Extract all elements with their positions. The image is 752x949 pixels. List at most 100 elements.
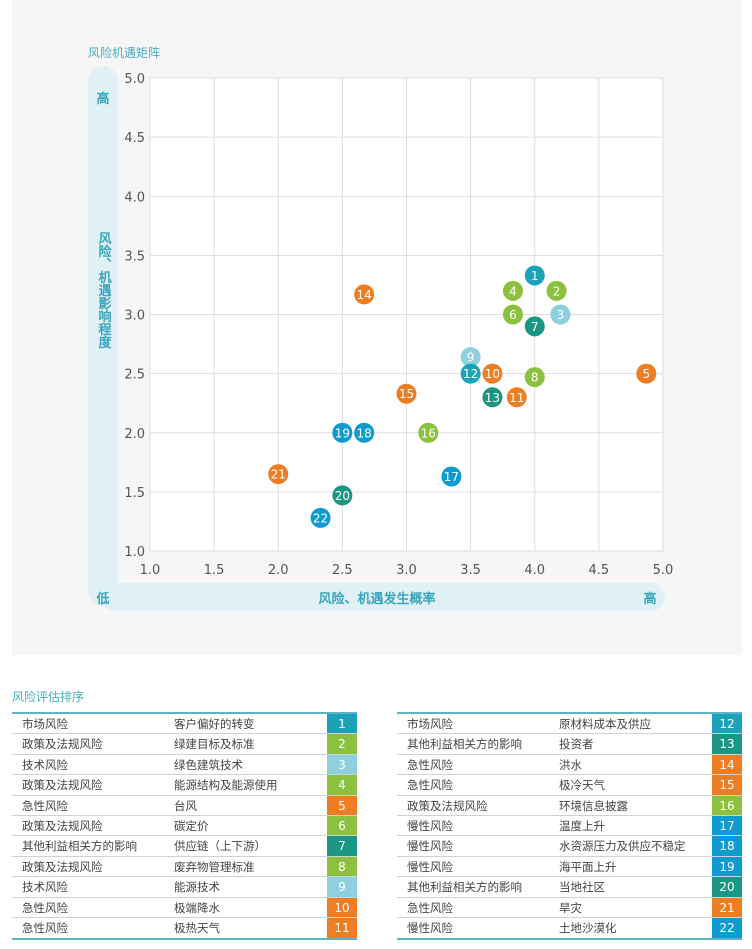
table-row: 其他利益相关方的影响 投资者 13: [397, 734, 742, 755]
risk-category: 政策及法规风险: [407, 798, 488, 813]
risk-number-badge: 20: [712, 877, 742, 897]
risk-number-badge: 16: [712, 795, 742, 815]
risk-item: 绿色建筑技术: [174, 757, 243, 772]
point-marker: [482, 387, 503, 408]
table-row: 政策及法规风险 环境信息披露 16: [397, 795, 742, 816]
risk-item: 土地沙漠化: [559, 920, 617, 935]
risk-category: 急性风险: [22, 900, 68, 915]
point-marker: [550, 304, 571, 325]
risk-item: 水资源压力及供应不稳定: [559, 839, 686, 854]
risk-number-badge: 11: [327, 917, 357, 939]
risk-item: 环境信息披露: [559, 798, 628, 813]
point-label: 6: [509, 308, 517, 322]
point-label: 19: [335, 426, 350, 440]
risk-category: 市场风险: [407, 717, 453, 731]
table-row: 急性风险 极冷天气 15: [397, 775, 742, 796]
point-label: 11: [509, 391, 524, 405]
x-tick-label: 1.5: [204, 563, 225, 578]
table-row: 慢性风险 水资源压力及供应不稳定 18: [397, 836, 742, 857]
risk-number-badge: 6: [327, 815, 357, 836]
risk-item: 台风: [174, 798, 197, 813]
risk-number-badge: 5: [327, 795, 357, 815]
risk-category: 慢性风险: [407, 818, 453, 833]
point-label: 17: [444, 470, 459, 484]
y-tick-label: 3.5: [124, 249, 145, 264]
risk-category: 急性风险: [407, 757, 453, 772]
risk-item: 废弃物管理标准: [174, 859, 255, 874]
risk-number-badge: 7: [327, 836, 357, 856]
ranking-table-right: 市场风险 原材料成本及供应 12 其他利益相关方的影响 投资者 13 急性风险 洪水 14 急性风…: [397, 712, 742, 941]
risk-category: 慢性风险: [407, 920, 453, 935]
table-row: 市场风险 客户偏好的转变 1: [12, 714, 357, 735]
table-row: 政策及法规风险 能源结构及能源使用 4: [12, 775, 357, 796]
table-row: 技术风险 绿色建筑技术 3: [12, 754, 357, 776]
risk-category: 慢性风险: [407, 859, 453, 874]
x-axis-band: [100, 583, 665, 611]
point-marker: [636, 363, 657, 384]
table-row: 慢性风险 土地沙漠化 22: [397, 917, 742, 939]
table-row: 急性风险 极热天气 11: [12, 917, 357, 939]
y-tick-label: 1.5: [124, 486, 145, 501]
risk-item: 碳定价: [174, 818, 209, 833]
point-marker: [460, 363, 481, 384]
risk-number-badge: 15: [712, 775, 742, 795]
point-label: 1: [531, 269, 539, 283]
point-marker: [354, 422, 375, 443]
point-label: 8: [531, 371, 539, 385]
point-marker: [460, 347, 481, 368]
risk-item: 极热天气: [174, 920, 220, 935]
point-label: 2: [553, 284, 561, 298]
risk-number-badge: 21: [712, 897, 742, 917]
risk-category: 慢性风险: [407, 839, 453, 854]
risk-item: 投资者: [559, 737, 594, 752]
table-row: 其他利益相关方的影响 供应链（上下游） 7: [12, 836, 357, 857]
risk-number-badge: 1: [327, 714, 357, 734]
risk-number-badge: 12: [712, 714, 742, 734]
x-axis-title: 风险、机遇发生概率: [318, 591, 435, 607]
y-tick-label: 4.0: [124, 190, 145, 205]
risk-category: 技术风险: [22, 757, 68, 772]
table-row: 政策及法规风险 废弃物管理标准 8: [12, 856, 357, 878]
table-row: 其他利益相关方的影响 当地社区 20: [397, 877, 742, 898]
risk-item: 当地社区: [559, 880, 605, 895]
scatter-chart: 1.0 1.5 2.0 2.5 3.0 3.5 4.0 4.5 5.0 1.0 1.5 2.0 2.5 3…: [88, 66, 673, 611]
risk-item: 温度上升: [559, 818, 605, 833]
y-axis-band: [88, 66, 118, 606]
risk-category: 急性风险: [407, 900, 453, 915]
point-label: 22: [313, 511, 328, 525]
point-marker: [441, 466, 462, 487]
risk-number-badge: 14: [712, 754, 742, 775]
table-row: 政策及法规风险 碳定价 6: [12, 815, 357, 837]
table-row: 市场风险 原材料成本及供应 12: [397, 714, 742, 735]
x-high-label: 高: [643, 591, 656, 607]
risk-category: 政策及法规风险: [22, 818, 103, 833]
risk-item: 旱灾: [559, 900, 582, 915]
risk-number-badge: 13: [712, 734, 742, 754]
table-row: 急性风险 台风 5: [12, 795, 357, 816]
risk-number-badge: 10: [327, 897, 357, 917]
table-title: 风险评估排序: [12, 690, 85, 704]
risk-category: 技术风险: [22, 880, 68, 895]
point-label: 7: [531, 320, 539, 334]
point-label: 12: [463, 367, 478, 381]
table-row: 慢性风险 海平面上升 19: [397, 856, 742, 878]
risk-item: 供应链（上下游）: [174, 839, 266, 854]
point-marker: [524, 265, 545, 286]
x-tick-label: 2.5: [332, 563, 353, 578]
y-tick-label: 1.0: [124, 545, 145, 560]
x-tick-label: 4.0: [524, 563, 545, 578]
x-tick-label: 3.5: [460, 563, 481, 578]
risk-category: 其他利益相关方的影响: [22, 839, 137, 854]
risk-number-badge: 17: [712, 815, 742, 836]
risk-item: 绿建目标及标准: [174, 737, 255, 752]
x-tick-label: 3.0: [396, 563, 417, 578]
point-label: 20: [335, 489, 350, 503]
point-marker: [502, 280, 523, 301]
risk-category: 急性风险: [407, 778, 453, 793]
y-tick-label: 2.0: [124, 427, 145, 442]
point-marker: [396, 383, 417, 404]
point-label: 9: [467, 351, 475, 365]
point-marker: [524, 367, 545, 388]
table-row: 急性风险 洪水 14: [397, 754, 742, 776]
risk-category: 市场风险: [22, 717, 68, 731]
